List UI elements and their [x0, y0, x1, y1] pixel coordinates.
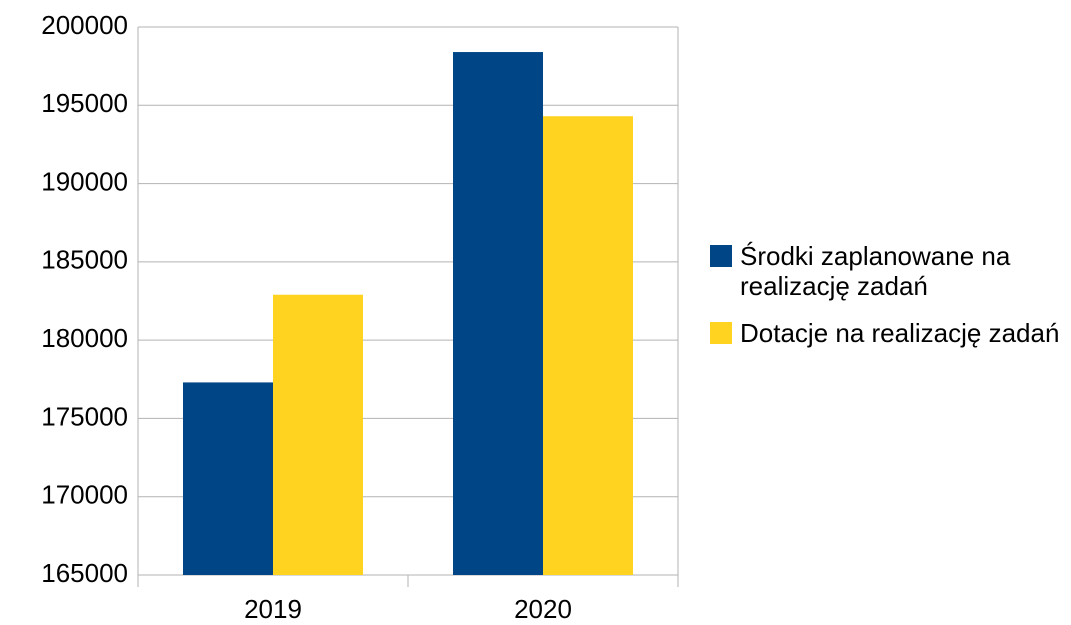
y-tick-label: 180000 [41, 323, 128, 353]
legend-swatch [710, 322, 732, 344]
bar [183, 382, 273, 575]
x-tick-label: 2020 [514, 594, 572, 624]
bar [453, 52, 543, 575]
y-tick-label: 190000 [41, 166, 128, 196]
legend-label: Dotacje na realizację zadań [740, 318, 1060, 348]
y-tick-label: 175000 [41, 401, 128, 431]
y-tick-label: 165000 [41, 558, 128, 588]
y-tick-label: 195000 [41, 88, 128, 118]
legend-swatch [710, 245, 732, 267]
bar [543, 116, 633, 575]
y-tick-label: 200000 [41, 10, 128, 40]
legend-label: Środki zaplanowane na realizację zadań [740, 241, 1011, 301]
y-tick-label: 170000 [41, 480, 128, 510]
legend-item: Dotacje na realizację zadań [710, 318, 1060, 348]
x-tick-label: 2019 [244, 594, 302, 624]
legend-item: Środki zaplanowane na realizację zadań [710, 241, 1060, 301]
y-tick-label: 185000 [41, 245, 128, 275]
bar [273, 294, 363, 575]
